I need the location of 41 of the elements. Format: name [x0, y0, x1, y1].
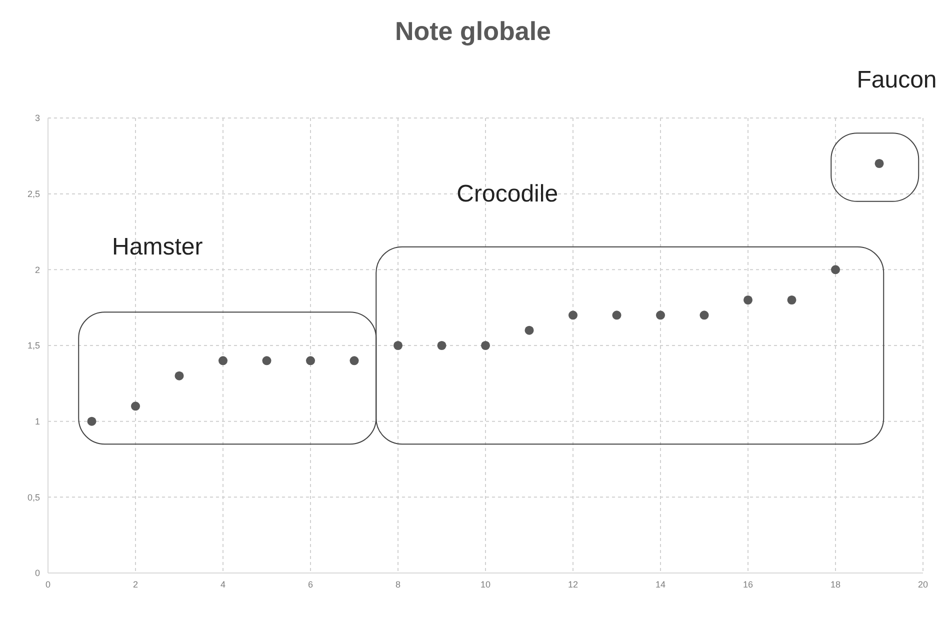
x-tick-label: 16: [742, 579, 754, 590]
point: [874, 158, 884, 168]
x-tick-label: 8: [395, 579, 401, 590]
text: Faucon: [856, 66, 937, 94]
y-tick-label: 2,5: [27, 189, 40, 200]
point: [174, 371, 184, 380]
point: [130, 402, 140, 411]
point: [218, 356, 228, 366]
annotation: Crocodile: [456, 180, 558, 208]
annotation: Hamster: [112, 234, 203, 260]
y-tick-label: 1: [34, 416, 40, 427]
chart-title: Note globale: [394, 16, 552, 47]
x-tick-label: 10: [480, 579, 491, 590]
point: [262, 356, 272, 366]
point: [700, 310, 709, 320]
x-tick-label: 4: [220, 579, 226, 590]
point: [87, 416, 96, 426]
point: [306, 356, 316, 366]
x-tick-label: 2: [132, 579, 138, 590]
y-tick-label: 0: [34, 568, 40, 578]
point: [612, 310, 622, 320]
x-tick-label: 0: [45, 579, 51, 590]
y-tick-label: 2: [34, 264, 40, 275]
point: [656, 310, 666, 320]
point: [350, 356, 359, 366]
x-tick-label: 14: [655, 579, 666, 590]
x-tick-label: 6: [308, 579, 314, 590]
x-tick-label: 18: [830, 579, 841, 590]
point: [568, 310, 578, 320]
point: [787, 295, 796, 305]
point: [480, 340, 490, 350]
y-tick-label: 0,5: [27, 492, 40, 502]
point: [743, 295, 753, 305]
x-tick-label: 12: [568, 579, 578, 590]
point: [830, 265, 840, 274]
y-tick-label: 1,5: [27, 340, 40, 351]
point: [393, 340, 403, 350]
x-tick-label: 20: [918, 579, 928, 590]
point: [437, 340, 446, 350]
y-tick-label: 3: [34, 113, 40, 124]
point: [524, 326, 534, 335]
